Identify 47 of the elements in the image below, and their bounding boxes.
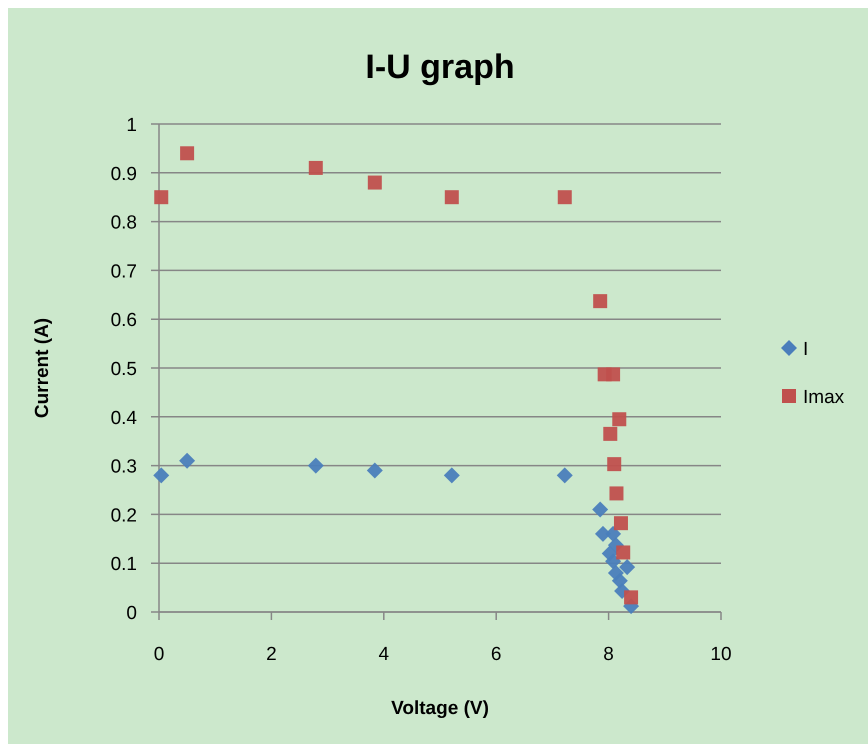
point — [605, 526, 622, 542]
y-tick-label: 0.8 — [110, 212, 137, 234]
y-tick-label: 0.7 — [110, 261, 137, 282]
x-axis-title: Voltage (V) — [391, 698, 489, 719]
point — [179, 452, 196, 469]
point — [612, 412, 626, 426]
point — [556, 467, 573, 484]
point — [366, 462, 383, 478]
x-tick-label: 0 — [154, 644, 164, 665]
point — [153, 467, 170, 484]
point — [180, 146, 194, 160]
point — [609, 486, 624, 500]
point — [444, 467, 460, 484]
point — [368, 176, 382, 190]
x-tick-label: 8 — [603, 644, 614, 665]
point — [619, 559, 636, 576]
point — [607, 457, 622, 472]
point — [614, 516, 628, 530]
y-tick-label: 1 — [126, 115, 137, 136]
y-tick-label: 0.1 — [110, 554, 137, 576]
y-tick-label: 0.4 — [110, 408, 138, 429]
chart-title: I-U graph — [365, 48, 515, 86]
point — [606, 367, 620, 382]
legend-label: I — [803, 339, 808, 360]
point — [593, 294, 608, 308]
point — [592, 502, 608, 518]
point — [624, 590, 638, 604]
x-tick-label: 6 — [490, 644, 502, 665]
x-tick-label: 4 — [378, 644, 390, 665]
point — [558, 190, 572, 204]
point — [154, 190, 168, 204]
y-tick-label: 0.6 — [110, 310, 137, 332]
point — [605, 553, 622, 570]
point — [308, 160, 323, 175]
y-tick-label: 0 — [126, 603, 137, 624]
point — [444, 190, 459, 204]
y-tick-label: 0.3 — [110, 456, 137, 478]
y-tick-label: 0.2 — [110, 505, 137, 526]
legend-label: Imax — [803, 387, 845, 408]
point — [308, 458, 324, 474]
x-tick-label: 2 — [266, 644, 277, 665]
point — [616, 545, 630, 560]
x-tick-label: 10 — [710, 644, 732, 665]
y-tick-label: 0.5 — [110, 359, 137, 380]
point — [603, 426, 618, 441]
y-axis-title: Current (A) — [32, 318, 53, 418]
y-tick-label: 0.9 — [110, 164, 137, 185]
